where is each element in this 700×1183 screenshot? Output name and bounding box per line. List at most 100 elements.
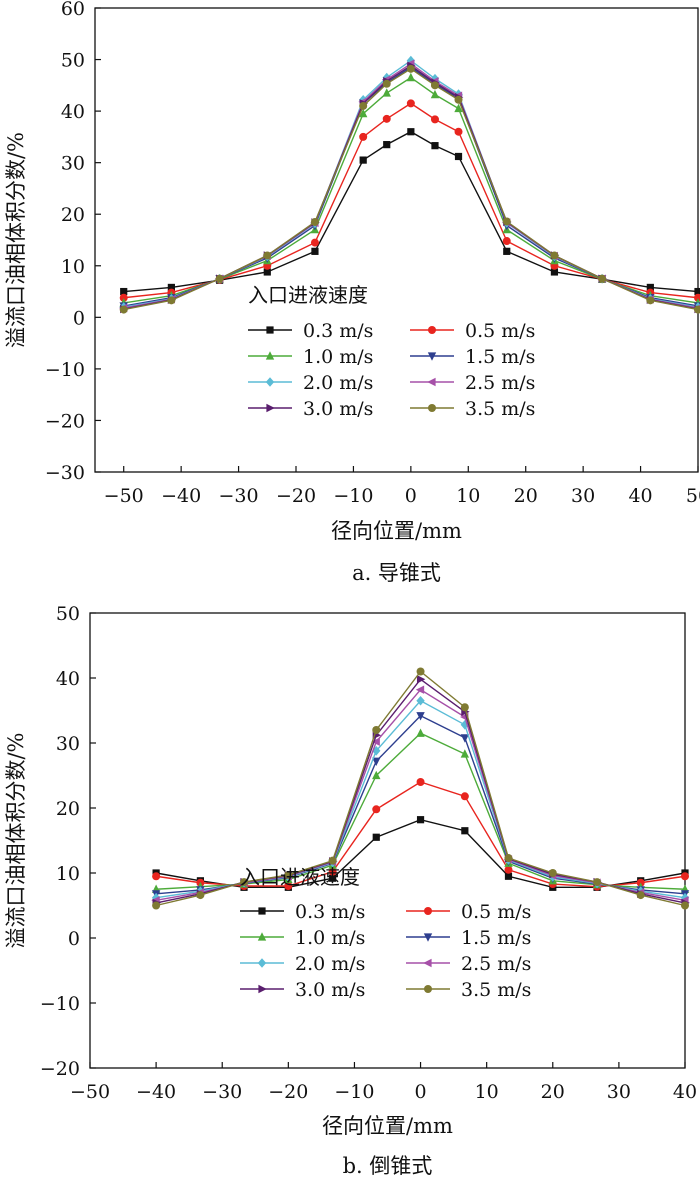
legend-label: 2.5 m/s [465, 372, 535, 394]
data-point [504, 872, 513, 880]
data-point [120, 287, 128, 296]
legend-entry: 2.5 m/s [406, 953, 531, 975]
x-tick-label: −50 [104, 485, 144, 507]
legend-marker [423, 958, 432, 968]
legend: 入口进液速度 0.3 m/s 0.5 m/s 1.0 m/s 1.5 m/s 2.0 m/… [248, 283, 535, 420]
data-point [636, 891, 645, 900]
legend-marker [266, 403, 275, 413]
data-point [550, 251, 559, 260]
data-point [310, 238, 319, 247]
legend-entry: 0.3 m/s [248, 320, 373, 342]
chart-b: −20 −10 0 10 20 30 40 50 −50 −40 −30 −20 −10 0 10 20 30 4… [4, 603, 697, 1178]
y-tick-label: 20 [56, 798, 80, 820]
data-point [407, 128, 415, 136]
series-3-5 [119, 64, 700, 314]
data-point [328, 867, 337, 876]
legend-marker [427, 377, 436, 387]
data-point [416, 667, 425, 676]
data-point [119, 305, 128, 314]
legend-label: 2.0 m/s [295, 953, 365, 975]
legend-entry: 2.0 m/s [240, 953, 365, 975]
y-tick-label: 50 [61, 50, 85, 72]
data-point [416, 675, 426, 684]
series-0-5 [152, 778, 689, 891]
legend-label: 3.0 m/s [303, 398, 373, 420]
data-point [415, 685, 425, 694]
data-point [406, 64, 415, 73]
data-point [416, 712, 425, 721]
y-tick-label: −20 [40, 1058, 80, 1080]
series-3-0 [120, 61, 700, 314]
series-line [155, 670, 686, 907]
data-point [382, 79, 391, 88]
data-point [454, 103, 463, 113]
data-point [416, 728, 425, 737]
legend-label: 0.5 m/s [461, 901, 531, 923]
y-tick-label: 0 [68, 928, 80, 950]
series-2-0 [151, 695, 690, 903]
x-tick-label: −40 [161, 485, 201, 507]
y-tick-label: 10 [61, 256, 85, 278]
data-point [416, 816, 425, 824]
data-point [372, 805, 381, 814]
legend-entry: 3.0 m/s [248, 398, 373, 420]
data-point [406, 99, 415, 108]
data-point [371, 737, 380, 746]
series-1-5 [151, 712, 690, 899]
data-point [263, 251, 272, 260]
x-tick-label: −10 [334, 1081, 374, 1103]
legend-entry: 0.3 m/s [240, 901, 365, 923]
data-point [548, 869, 557, 877]
data-point [598, 274, 607, 283]
x-tick-label: 10 [475, 1081, 499, 1103]
data-point [593, 878, 602, 887]
y-tick-label: 40 [61, 101, 85, 123]
legend-entry: 1.5 m/s [406, 927, 531, 949]
y-tick-label: 10 [56, 863, 80, 885]
data-point [167, 283, 175, 292]
plot-frame [89, 612, 686, 1069]
data-point [461, 827, 469, 835]
data-point [646, 283, 654, 292]
data-point [167, 296, 176, 305]
legend: 入口进液速度 0.3 m/s 0.5 m/s 1.0 m/s 1.5 m/s 2.0 m/… [240, 865, 531, 1001]
x-tick-label: 0 [415, 1081, 427, 1103]
legend-marker [258, 907, 266, 915]
data-point [694, 305, 700, 314]
x-tick-label: 40 [628, 485, 652, 507]
legend-entry: 2.0 m/s [248, 372, 373, 394]
series-1-0 [119, 72, 700, 307]
figure-caption: b. 倒锥式 [343, 1154, 433, 1178]
series-line [123, 76, 699, 304]
legend-label: 1.0 m/s [295, 927, 365, 949]
data-point [311, 247, 319, 255]
data-point [504, 854, 513, 863]
series-3-5 [152, 667, 689, 910]
data-point [372, 757, 381, 766]
y-tick-label: 50 [56, 603, 80, 625]
data-point [694, 287, 700, 296]
x-axis-label: 径向位置/mm [322, 1114, 453, 1138]
series-line [155, 818, 686, 888]
y-tick-label: 30 [61, 153, 85, 175]
data-point [284, 882, 293, 890]
data-point [359, 101, 368, 110]
legend-label: 2.0 m/s [303, 372, 373, 394]
series-line [155, 688, 686, 901]
legend-entry: 0.5 m/s [406, 901, 531, 923]
series-line [123, 59, 699, 308]
data-point [310, 217, 319, 226]
data-point [382, 88, 391, 97]
y-tick-label: 20 [61, 204, 85, 226]
x-tick-label: −10 [333, 485, 373, 507]
data-point [329, 874, 337, 882]
legend-entry: 1.0 m/s [248, 346, 373, 368]
figure-caption: a. 导锥式 [352, 561, 441, 585]
data-point [152, 901, 161, 910]
data-point [328, 856, 337, 865]
x-tick-label: 30 [607, 1081, 631, 1103]
x-tick-label: 10 [456, 485, 480, 507]
data-point [502, 237, 511, 246]
legend-marker [257, 932, 267, 941]
